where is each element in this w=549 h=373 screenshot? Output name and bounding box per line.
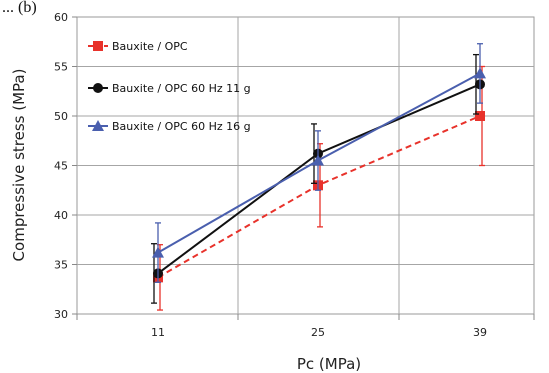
- x-tick-label: 39: [473, 326, 487, 339]
- y-axis-title: Compressive stress (MPa): [10, 69, 28, 262]
- y-tick-label: 30: [54, 308, 68, 321]
- caption-fragment: ... (b): [2, 0, 37, 16]
- y-tick-label: 45: [54, 160, 68, 173]
- legend-marker: [92, 120, 104, 131]
- data-point: [474, 67, 486, 79]
- data-point: [152, 246, 164, 258]
- y-tick-label: 50: [54, 110, 68, 123]
- series-layer: [151, 43, 486, 311]
- legend-item-2: Bauxite / OPC 60 Hz 11 g: [88, 82, 251, 95]
- x-tick-label: 11: [151, 326, 165, 339]
- legend-label: Bauxite / OPC 60 Hz 16 g: [112, 120, 251, 133]
- x-axis-ticks: 11 25 39: [76, 314, 535, 339]
- legend-item-1: Bauxite / OPC: [88, 40, 188, 53]
- legend-item-3: Bauxite / OPC 60 Hz 16 g: [88, 120, 251, 133]
- legend-label: Bauxite / OPC: [112, 40, 188, 53]
- data-point: [312, 154, 324, 166]
- y-tick-label: 40: [54, 209, 68, 222]
- series-3: [152, 43, 486, 283]
- data-point: [475, 111, 485, 121]
- y-tick-label: 60: [54, 11, 68, 24]
- grid-lines: [77, 17, 534, 314]
- y-axis-ticks: 30 35 40 45 50 55 60: [54, 11, 77, 321]
- legend-marker: [93, 83, 103, 93]
- legend-marker: [93, 41, 103, 51]
- x-axis-title: Pc (MPa): [297, 355, 361, 373]
- y-tick-label: 35: [54, 259, 68, 272]
- x-tick-label: 25: [311, 326, 325, 339]
- y-tick-label: 55: [54, 61, 68, 74]
- series-line: [157, 83, 481, 275]
- legend: Bauxite / OPC Bauxite / OPC 60 Hz 11 g Bau…: [88, 40, 251, 133]
- series-line: [157, 115, 481, 279]
- legend-label: Bauxite / OPC 60 Hz 11 g: [112, 82, 251, 95]
